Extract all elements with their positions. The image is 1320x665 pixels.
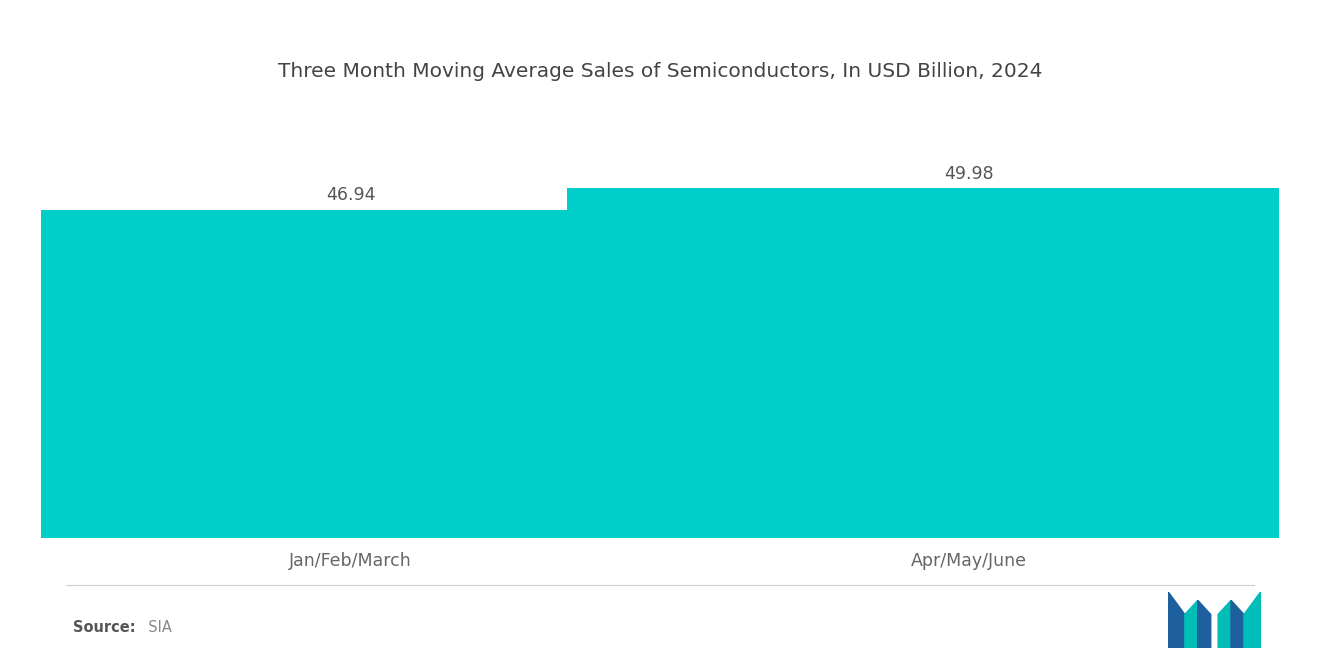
Bar (0, 209, 752, 538)
Polygon shape (1232, 600, 1243, 648)
Polygon shape (1218, 600, 1232, 648)
Text: 46.94: 46.94 (326, 186, 375, 204)
Polygon shape (1168, 592, 1185, 648)
Polygon shape (1185, 600, 1197, 648)
Title: Three Month Moving Average Sales of Semiconductors, In USD Billion, 2024: Three Month Moving Average Sales of Semi… (277, 62, 1043, 80)
Text: 49.98: 49.98 (945, 165, 994, 183)
Polygon shape (1243, 592, 1261, 648)
Bar (568, 188, 1320, 538)
Polygon shape (1197, 600, 1210, 648)
Text: Source:: Source: (73, 620, 135, 635)
Text: SIA: SIA (139, 620, 172, 635)
